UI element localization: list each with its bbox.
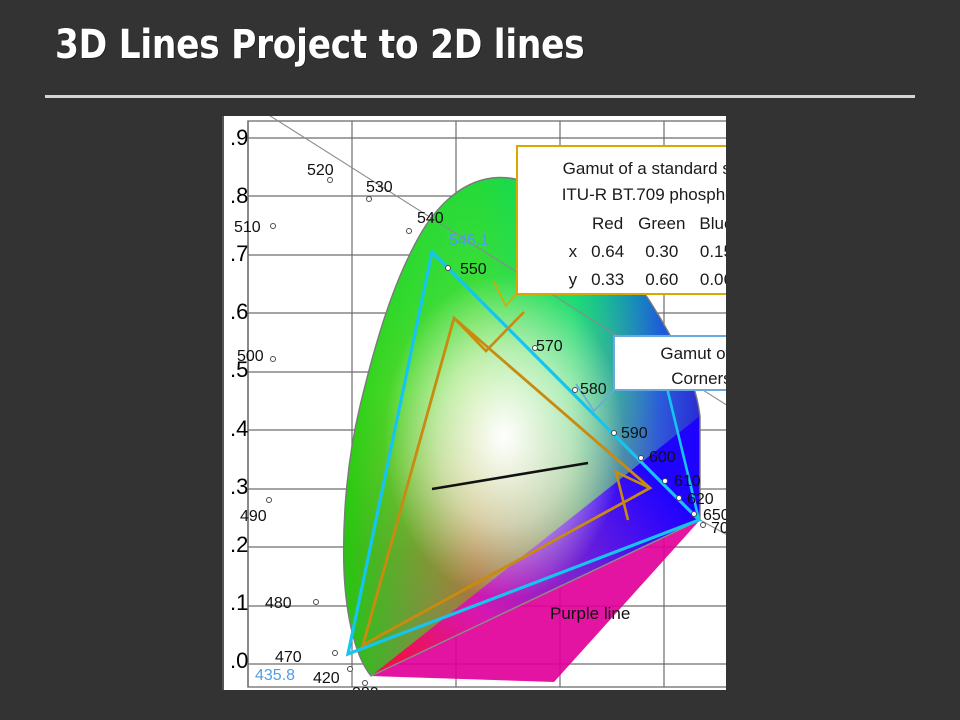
- locus-point-470: [332, 650, 338, 656]
- wavelength-label-layer: 520 530 540 546.1 550 510 500 490 480 470 435.8 420…: [224, 116, 726, 691]
- cell-y-red: 0.33: [591, 270, 625, 289]
- y-axis-tick-1: .1: [230, 589, 249, 615]
- callout-cie-gamut: Gamut of the C Corners on t: [613, 335, 726, 391]
- wavelength-label-610: 610: [674, 473, 701, 490]
- wavelength-label-580: 580: [580, 381, 607, 398]
- col-blue: Blue: [699, 214, 726, 233]
- row-label-x: x: [568, 242, 578, 261]
- wavelength-label-620: 620: [687, 491, 714, 508]
- locus-point-420: [347, 666, 353, 672]
- wavelength-label-570: 570: [536, 338, 563, 355]
- callout-bt709-line1: Gamut of a standard sc: [562, 159, 726, 178]
- wavelength-label-530: 530: [366, 179, 393, 196]
- callout-bt709-gamut: Gamut of a standard sc ITU-R BT.709 phos…: [516, 145, 726, 295]
- callout-bt709-line2: ITU-R BT.709 phosphor: [561, 185, 726, 204]
- title-divider: [45, 95, 915, 98]
- cell-y-green: 0.60: [645, 270, 679, 289]
- bt709-corner-marks: [453, 311, 651, 521]
- locus-point-520: [327, 177, 333, 183]
- y-axis-tick-0: .0: [230, 647, 249, 673]
- wavelength-label-380: 380: [352, 686, 379, 691]
- table-row: y 0.33 0.60 0.06: [562, 266, 726, 293]
- wavelength-label-435-8: 435.8: [255, 667, 296, 684]
- callout-cie-line1: Gamut of the C: [660, 344, 726, 363]
- y-axis-tick-3: .3: [230, 473, 249, 499]
- cell-y-blue: 0.06: [699, 270, 726, 289]
- spectral-locus-outline: [342, 176, 701, 677]
- wavelength-label-490: 490: [240, 508, 267, 525]
- wavelength-label-590: 590: [621, 425, 648, 442]
- y-axis-tick-6: .6: [230, 299, 249, 325]
- locus-point-510: [270, 223, 276, 229]
- cell-x-green: 0.30: [645, 242, 679, 261]
- wavelength-label-650: 650: [703, 507, 726, 524]
- wavelength-label-470: 470: [275, 649, 302, 666]
- callout-cie-line2: Corners on t: [671, 369, 726, 388]
- page-title: 3D Lines Project to 2D lines: [55, 22, 585, 68]
- locus-point-70: [700, 522, 706, 528]
- locus-point-650: [691, 511, 697, 517]
- locus-point-610: [662, 478, 668, 484]
- bt709-primaries-table: Red Green Blue x 0.64 0.30 0.15 y 0.33 0…: [562, 210, 726, 293]
- locus-point-380: [362, 680, 368, 686]
- locus-point-540: [406, 228, 412, 234]
- cell-x-blue: 0.15: [699, 242, 726, 261]
- y-axis-tick-2: .2: [230, 531, 249, 557]
- table-row: x 0.64 0.30 0.15: [562, 238, 726, 266]
- y-axis-tick-4: .4: [230, 415, 249, 441]
- locus-point-500: [270, 356, 276, 362]
- locus-point-600: [638, 455, 644, 461]
- y-axis-tick-5: .5: [230, 357, 249, 383]
- wavelength-label-70: 70: [711, 520, 726, 537]
- col-red: Red: [592, 214, 624, 233]
- locus-point-570: [532, 345, 538, 351]
- wavelength-label-600: 600: [649, 449, 676, 466]
- wavelength-label-540: 540: [417, 210, 444, 227]
- locus-point-620: [676, 495, 682, 501]
- locus-point-590: [611, 430, 617, 436]
- wavelength-label-500: 500: [237, 348, 264, 365]
- y-axis-tick-8: .8: [230, 183, 249, 209]
- locus-point-490: [266, 497, 272, 503]
- wavelength-label-546-1: 546.1: [449, 232, 490, 249]
- locus-point-580: [572, 387, 578, 393]
- y-axis-tick-9: .9: [230, 125, 249, 150]
- wavelength-label-510: 510: [234, 219, 261, 236]
- col-green: Green: [638, 214, 686, 233]
- wide-gamut-triangle: [345, 248, 702, 657]
- wavelength-label-520: 520: [307, 162, 334, 179]
- table-header-row: Red Green Blue: [562, 210, 726, 238]
- construction-line-lower: [699, 519, 726, 535]
- cell-x-red: 0.64: [591, 242, 625, 261]
- wavelength-label-480: 480: [265, 595, 292, 612]
- row-label-y: y: [568, 270, 578, 289]
- locus-point-480: [313, 599, 319, 605]
- purple-line-edge: [370, 519, 701, 677]
- bt709-gamut-triangle: [360, 315, 653, 648]
- locus-point-550: [445, 265, 451, 271]
- cie-chromaticity-figure: Gamut of a standard sc ITU-R BT.709 phos…: [222, 116, 726, 690]
- y-axis-tick-7: .7: [230, 241, 249, 267]
- locus-point-530: [366, 196, 372, 202]
- wavelength-label-550: 550: [460, 261, 487, 278]
- y-axis-label-layer: .9 .8 .7 .6 .5 .4 .3 .2 .1 .0: [224, 116, 726, 690]
- purple-line-label: Purple line: [550, 604, 631, 623]
- wavelength-label-420: 420: [313, 670, 340, 687]
